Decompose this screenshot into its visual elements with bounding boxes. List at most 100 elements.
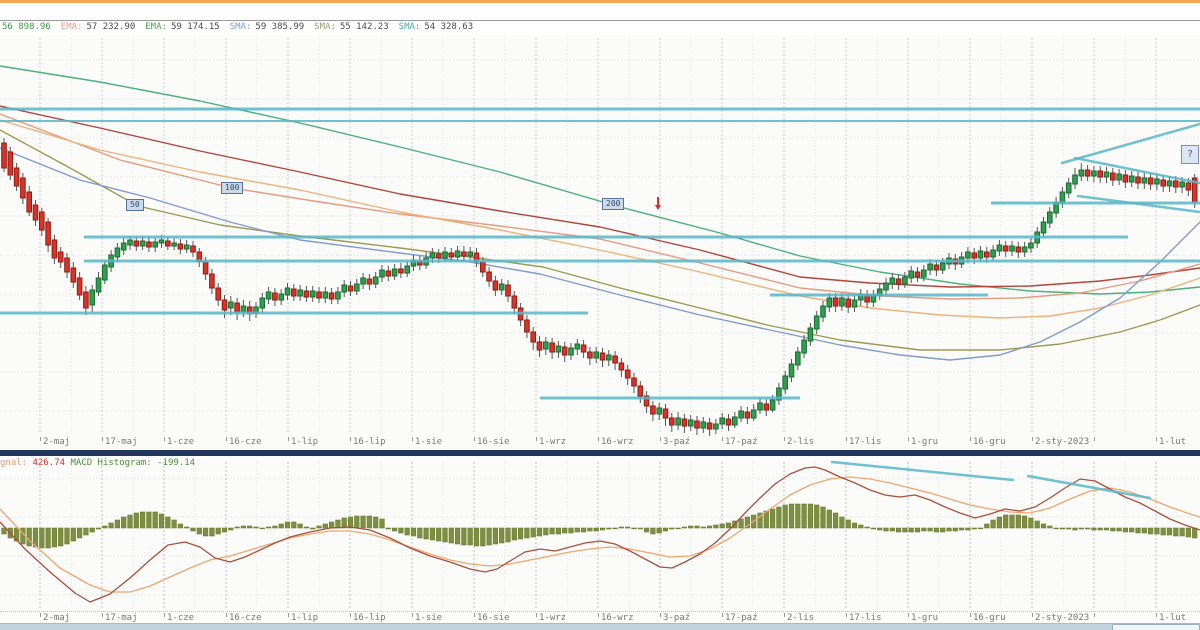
candle-body: [1141, 177, 1148, 184]
macd-histogram-bar: [606, 527, 612, 530]
axis-date-label: 16-wrz: [601, 613, 634, 623]
axis-tick: [1032, 613, 1033, 617]
candle-body: [183, 244, 190, 250]
axis-tick: [412, 613, 413, 617]
ma-period-label-50[interactable]: 50: [126, 199, 144, 211]
macd-histogram-bar: [1021, 515, 1028, 529]
candle-body: [152, 241, 158, 248]
trendline[interactable]: [1073, 156, 1200, 185]
macd-histogram-bar: [725, 522, 732, 529]
macd-histogram-bar: [826, 509, 832, 529]
macd-histogram-bar: [95, 527, 102, 530]
candle-body: [1122, 174, 1129, 183]
macd-histogram-bar: [933, 527, 939, 533]
axis-tick: [164, 613, 165, 617]
candle-body: [1173, 180, 1179, 188]
candle-body: [643, 395, 650, 407]
axis-date-label: 1-lut: [1159, 613, 1187, 623]
macd-histogram-bar: [713, 524, 719, 529]
scrollbar-thumb[interactable]: [1112, 624, 1200, 630]
macd-histogram-bar: [322, 523, 328, 529]
candle-body: [637, 385, 644, 397]
ma-indicator-label: SMA:: [314, 22, 336, 32]
candle-body: [1009, 245, 1015, 252]
candle-body: [391, 268, 398, 277]
macd-histogram-bar: [908, 527, 914, 533]
candle-body: [291, 288, 297, 297]
candle-body: [1040, 221, 1047, 234]
candle-body: [215, 287, 221, 301]
macd-indicator-panel[interactable]: [0, 460, 1200, 611]
ma-period-label-100[interactable]: 100: [221, 182, 244, 194]
candle-body: [70, 267, 77, 283]
candle-body: [700, 421, 707, 429]
axis-date-label: 16-gru: [973, 437, 1006, 447]
macd-histogram-bar: [360, 515, 366, 529]
ma-indicator-label: SMA:: [229, 22, 252, 32]
candle-body: [530, 331, 537, 343]
candle-body: [568, 347, 574, 356]
trendline[interactable]: [1060, 122, 1200, 165]
candle-body: [1128, 175, 1135, 183]
candle-body: [1135, 176, 1141, 184]
axis-tick: [1156, 613, 1157, 617]
candle-body: [372, 276, 379, 285]
candle-body: [83, 291, 89, 309]
macd-histogram-bar: [146, 511, 152, 529]
axis-tick: [226, 437, 227, 441]
axis-tick: [722, 437, 723, 441]
panel-separator-bar[interactable]: [0, 450, 1200, 456]
candle-body: [272, 292, 278, 301]
macd-histogram-bar: [121, 516, 127, 529]
macd-histogram-bar: [291, 521, 297, 529]
axis-tick: [350, 613, 351, 617]
candle-body: [580, 344, 587, 353]
macd-histogram-bar: [612, 527, 618, 530]
macd-histogram-bar: [39, 527, 45, 549]
macd-histogram-bar: [971, 527, 977, 530]
macd-histogram-bar: [140, 511, 146, 529]
macd-histogram-bar: [637, 527, 643, 530]
axis-tick: [1094, 613, 1095, 617]
macd-trendline[interactable]: [1026, 474, 1152, 500]
axis-date-label: 2-sty-2023: [1035, 437, 1090, 447]
candle-body: [1154, 178, 1160, 185]
macd-histogram-bar: [373, 516, 379, 529]
macd-histogram-bar: [782, 504, 788, 529]
macd-histogram-bar: [889, 527, 895, 532]
candle-body: [429, 252, 436, 259]
macd-histogram-bar: [958, 527, 965, 531]
macd-histogram-bar: [70, 527, 76, 542]
candle-body: [1160, 179, 1167, 187]
axis-date-label: 17-paź: [725, 613, 758, 623]
candle-body: [914, 271, 921, 278]
candle-body: [45, 221, 51, 246]
macd-histogram-bar: [1116, 527, 1122, 532]
macd-histogram-bar: [253, 526, 259, 529]
candle-body: [133, 240, 140, 247]
macd-histogram-bar: [952, 527, 958, 532]
macd-histogram-bar: [442, 527, 448, 543]
candle-body: [165, 240, 171, 247]
candle-body: [265, 291, 272, 300]
trendline[interactable]: [1076, 194, 1200, 214]
candle-body: [240, 305, 247, 313]
candle-body: [612, 355, 618, 364]
candle-body: [448, 252, 455, 258]
macd-trendline[interactable]: [830, 460, 1015, 482]
axis-tick: [40, 613, 41, 617]
axis-tick: [784, 613, 785, 617]
macd-histogram-bar: [354, 515, 360, 529]
macd-histogram-bar: [807, 503, 813, 529]
macd-histogram-bar: [788, 503, 795, 529]
candle-body: [895, 278, 902, 285]
question-annotation-box[interactable]: ?: [1181, 145, 1199, 164]
ma-period-label-200[interactable]: 200: [602, 198, 625, 210]
macd-histogram-bar: [562, 527, 568, 534]
macd-values-row: gnal: 426.74 MACD Histogram: -199.14: [0, 458, 195, 470]
macd-histogram-bar: [1160, 527, 1166, 536]
axis-tick: [164, 437, 165, 441]
horizontal-scrollbar[interactable]: [0, 623, 1200, 630]
macd-histogram-bar: [895, 527, 902, 533]
